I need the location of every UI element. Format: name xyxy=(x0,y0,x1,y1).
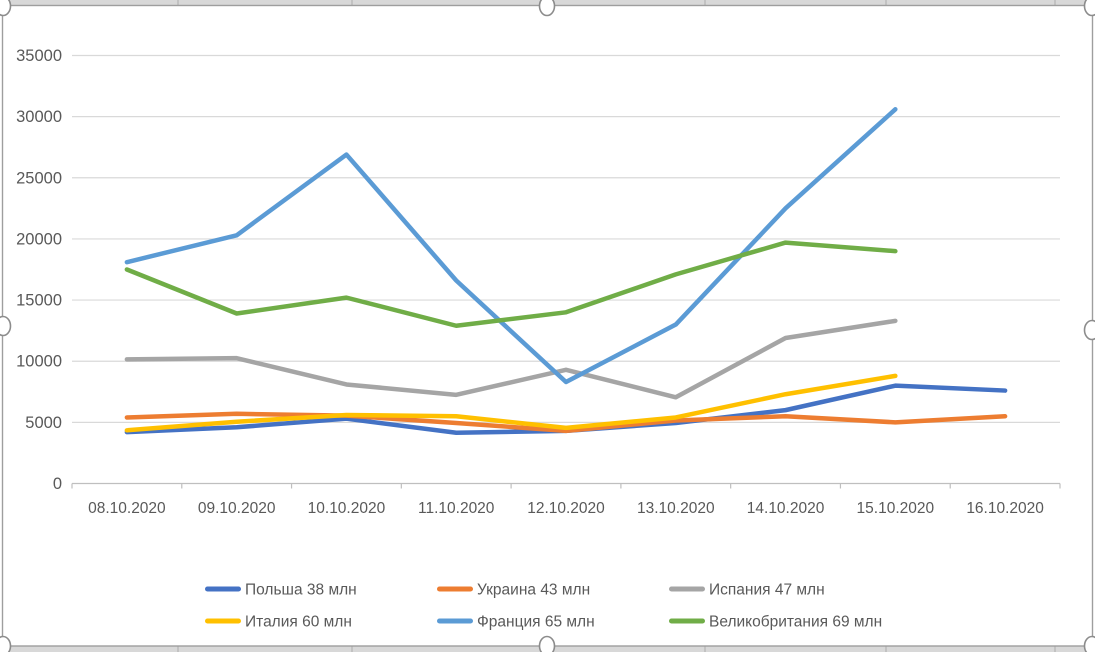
y-axis-tick-label: 15000 xyxy=(16,292,62,310)
legend-marker xyxy=(437,618,473,624)
selection-handle-top-left[interactable] xyxy=(0,0,12,17)
legend-marker xyxy=(205,586,241,592)
legend-label: Франция 65 млн xyxy=(477,614,595,631)
x-axis-category-label: 12.10.2020 xyxy=(527,500,605,517)
legend-item[interactable]: Франция 65 млн xyxy=(437,614,595,631)
legend-marker xyxy=(205,618,241,624)
selection-handle-top-center[interactable] xyxy=(538,0,556,17)
series-line-4[interactable] xyxy=(124,107,898,385)
series-lines xyxy=(124,107,1008,436)
x-axis-category-label: 14.10.2020 xyxy=(747,500,825,517)
legend-label: Испания 47 млн xyxy=(709,582,825,599)
x-axis-category-label: 15.10.2020 xyxy=(857,500,935,517)
y-axis-tick-label: 5000 xyxy=(25,414,62,432)
y-axis-tick-label: 30000 xyxy=(16,108,62,126)
legend-item[interactable]: Украина 43 млн xyxy=(437,582,590,599)
x-axis-category-label: 08.10.2020 xyxy=(88,500,166,517)
chart-frame xyxy=(1,4,1094,647)
legend-item[interactable]: Великобритания 69 млн xyxy=(669,614,882,631)
legend-item[interactable]: Польша 38 млн xyxy=(205,582,357,599)
legend-marker xyxy=(437,586,473,592)
x-axis-category-label: 09.10.2020 xyxy=(198,500,276,517)
y-axis-tick-label: 0 xyxy=(53,475,62,493)
legend-label: Украина 43 млн xyxy=(477,582,590,599)
series-line-2[interactable] xyxy=(124,318,898,400)
chart-legend[interactable]: Польша 38 млн Украина 43 млн Испания 47 мл… xyxy=(205,582,882,631)
legend-item[interactable]: Испания 47 млн xyxy=(669,582,825,599)
x-axis-category-label: 11.10.2020 xyxy=(418,500,495,517)
legend-label: Польша 38 млн xyxy=(245,582,357,599)
chart-area[interactable] xyxy=(1,4,1094,647)
x-axis-category-label: 16.10.2020 xyxy=(966,500,1044,517)
x-axis-category-label: 13.10.2020 xyxy=(637,500,715,517)
y-axis-labels: 0 5000 10000 15000 20000 25000 30000 35000 xyxy=(16,47,62,493)
x-axis-category-label: 10.10.2020 xyxy=(308,500,386,517)
legend-item[interactable]: Италия 60 млн xyxy=(205,614,352,631)
legend-label: Великобритания 69 млн xyxy=(709,614,882,631)
selection-handle-middle-left[interactable] xyxy=(0,315,12,337)
series-line-5[interactable] xyxy=(124,240,898,329)
series-line-3[interactable] xyxy=(124,373,898,433)
y-axis-tick-label: 10000 xyxy=(16,353,62,371)
gridlines xyxy=(71,54,1061,489)
selection-handle-middle-right[interactable] xyxy=(1083,319,1095,341)
legend-label: Италия 60 млн xyxy=(245,614,352,631)
selection-handle-bottom-right[interactable] xyxy=(1083,635,1095,652)
x-axis-labels: 08.10.2020 09.10.2020 10.10.2020 11.10.2020… xyxy=(88,500,1044,517)
y-axis-tick-label: 20000 xyxy=(16,230,62,248)
series-line-1[interactable] xyxy=(124,411,1008,434)
y-axis-tick-label: 25000 xyxy=(16,169,62,187)
legend-marker xyxy=(669,618,705,624)
selection-handle-bottom-center[interactable] xyxy=(538,635,556,652)
legend-marker xyxy=(669,586,705,592)
selection-handle-bottom-left[interactable] xyxy=(0,635,12,652)
y-axis-tick-label: 35000 xyxy=(16,47,62,65)
selection-handle-top-right[interactable] xyxy=(1083,0,1095,17)
